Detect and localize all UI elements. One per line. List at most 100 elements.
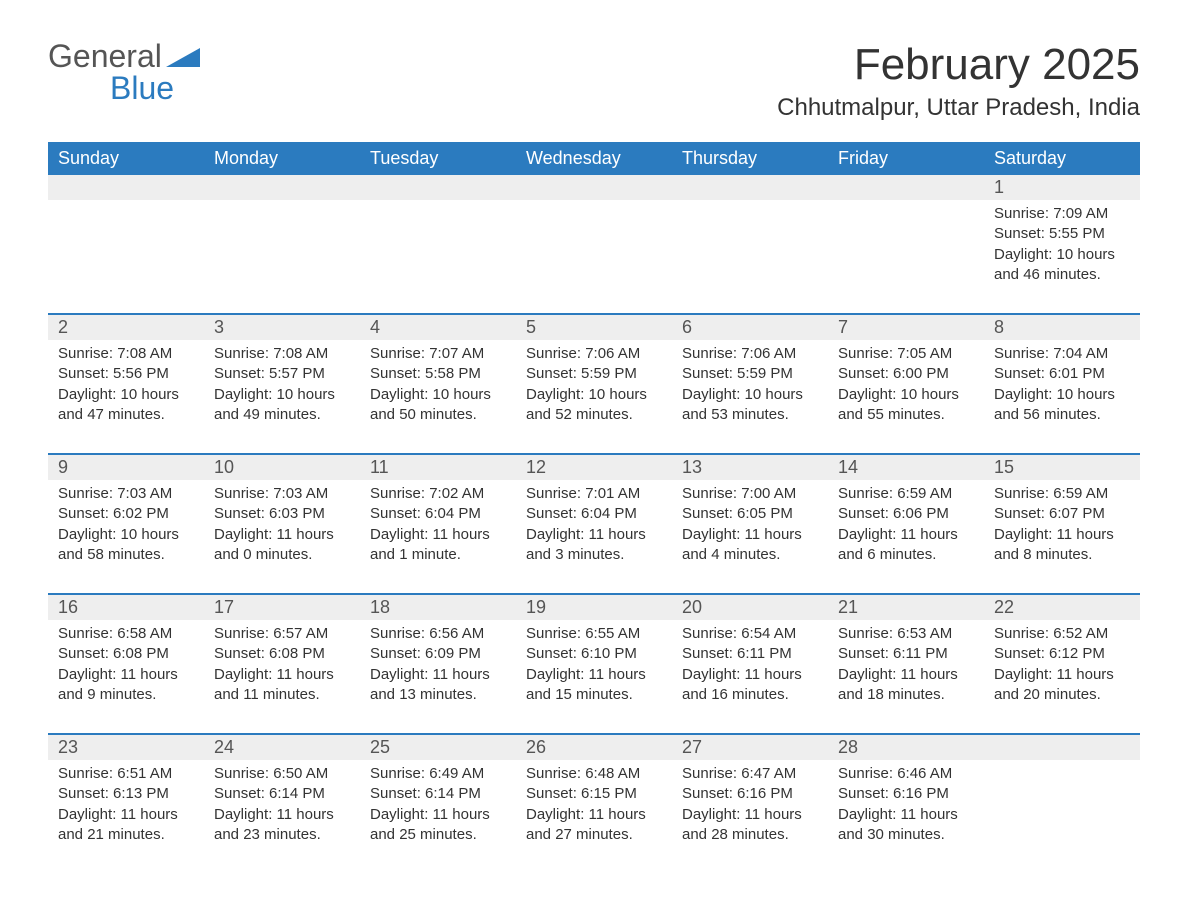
daylight-text: Daylight: 11 hours and 4 minutes.	[682, 525, 818, 566]
sunrise-text: Sunrise: 7:06 AM	[526, 344, 662, 364]
day-number-cell: 14	[828, 455, 984, 480]
day-number-cell: 23	[48, 735, 204, 760]
logo-text-1: General	[48, 40, 162, 72]
sunrise-text: Sunrise: 7:03 AM	[214, 484, 350, 504]
sunrise-text: Sunrise: 6:56 AM	[370, 624, 506, 644]
sunset-text: Sunset: 5:59 PM	[682, 364, 818, 384]
day-number-cell	[204, 175, 360, 200]
sunrise-text: Sunrise: 6:49 AM	[370, 764, 506, 784]
daylight-text: Daylight: 11 hours and 20 minutes.	[994, 665, 1130, 706]
day-detail-cell: Sunrise: 7:01 AMSunset: 6:04 PMDaylight:…	[516, 480, 672, 594]
sunrise-text: Sunrise: 7:04 AM	[994, 344, 1130, 364]
day-detail-cell: Sunrise: 6:59 AMSunset: 6:06 PMDaylight:…	[828, 480, 984, 594]
daylight-text: Daylight: 11 hours and 8 minutes.	[994, 525, 1130, 566]
day-number-cell: 18	[360, 595, 516, 620]
sunrise-text: Sunrise: 6:53 AM	[838, 624, 974, 644]
day-detail-cell	[204, 200, 360, 314]
day-number-cell: 11	[360, 455, 516, 480]
sunset-text: Sunset: 6:01 PM	[994, 364, 1130, 384]
sunset-text: Sunset: 6:00 PM	[838, 364, 974, 384]
sunset-text: Sunset: 6:08 PM	[58, 644, 194, 664]
day-detail-cell: Sunrise: 6:51 AMSunset: 6:13 PMDaylight:…	[48, 760, 204, 873]
daylight-text: Daylight: 10 hours and 58 minutes.	[58, 525, 194, 566]
sunrise-text: Sunrise: 7:09 AM	[994, 204, 1130, 224]
daylight-text: Daylight: 11 hours and 27 minutes.	[526, 805, 662, 846]
day-detail-cell: Sunrise: 6:57 AMSunset: 6:08 PMDaylight:…	[204, 620, 360, 734]
sunset-text: Sunset: 6:14 PM	[214, 784, 350, 804]
sunrise-text: Sunrise: 6:50 AM	[214, 764, 350, 784]
sunset-text: Sunset: 5:59 PM	[526, 364, 662, 384]
day-number-cell: 3	[204, 315, 360, 340]
day-number-cell: 28	[828, 735, 984, 760]
daylight-text: Daylight: 11 hours and 30 minutes.	[838, 805, 974, 846]
sunset-text: Sunset: 5:58 PM	[370, 364, 506, 384]
day-detail-cell: Sunrise: 7:04 AMSunset: 6:01 PMDaylight:…	[984, 340, 1140, 454]
day-header: Thursday	[672, 142, 828, 175]
daylight-text: Daylight: 11 hours and 16 minutes.	[682, 665, 818, 706]
day-number-cell: 8	[984, 315, 1140, 340]
sunrise-text: Sunrise: 6:59 AM	[838, 484, 974, 504]
day-number-cell: 25	[360, 735, 516, 760]
day-detail-row: Sunrise: 6:58 AMSunset: 6:08 PMDaylight:…	[48, 620, 1140, 734]
day-number-cell: 22	[984, 595, 1140, 620]
sunrise-text: Sunrise: 7:08 AM	[58, 344, 194, 364]
day-number-cell: 17	[204, 595, 360, 620]
day-detail-cell: Sunrise: 7:02 AMSunset: 6:04 PMDaylight:…	[360, 480, 516, 594]
day-number-cell	[984, 735, 1140, 760]
day-number-cell: 4	[360, 315, 516, 340]
sunset-text: Sunset: 6:04 PM	[370, 504, 506, 524]
day-detail-cell: Sunrise: 6:52 AMSunset: 6:12 PMDaylight:…	[984, 620, 1140, 734]
daylight-text: Daylight: 11 hours and 3 minutes.	[526, 525, 662, 566]
day-number-row: 232425262728	[48, 735, 1140, 760]
daylight-text: Daylight: 11 hours and 21 minutes.	[58, 805, 194, 846]
sunrise-text: Sunrise: 6:54 AM	[682, 624, 818, 644]
sunrise-text: Sunrise: 6:51 AM	[58, 764, 194, 784]
daylight-text: Daylight: 10 hours and 55 minutes.	[838, 385, 974, 426]
calendar-table: Sunday Monday Tuesday Wednesday Thursday…	[48, 142, 1140, 873]
day-number-row: 16171819202122	[48, 595, 1140, 620]
month-title: February 2025	[777, 40, 1140, 90]
day-number-cell: 2	[48, 315, 204, 340]
day-number-row: 9101112131415	[48, 455, 1140, 480]
day-number-cell	[672, 175, 828, 200]
day-detail-cell: Sunrise: 6:48 AMSunset: 6:15 PMDaylight:…	[516, 760, 672, 873]
daylight-text: Daylight: 10 hours and 46 minutes.	[994, 245, 1130, 286]
sunset-text: Sunset: 6:08 PM	[214, 644, 350, 664]
day-detail-cell: Sunrise: 6:55 AMSunset: 6:10 PMDaylight:…	[516, 620, 672, 734]
sunset-text: Sunset: 6:13 PM	[58, 784, 194, 804]
sunrise-text: Sunrise: 7:02 AM	[370, 484, 506, 504]
day-detail-cell	[828, 200, 984, 314]
sunrise-text: Sunrise: 6:48 AM	[526, 764, 662, 784]
daylight-text: Daylight: 11 hours and 11 minutes.	[214, 665, 350, 706]
daylight-text: Daylight: 10 hours and 50 minutes.	[370, 385, 506, 426]
day-number-cell	[360, 175, 516, 200]
day-number-cell: 26	[516, 735, 672, 760]
sunset-text: Sunset: 5:55 PM	[994, 224, 1130, 244]
day-detail-cell: Sunrise: 7:07 AMSunset: 5:58 PMDaylight:…	[360, 340, 516, 454]
sunset-text: Sunset: 6:11 PM	[682, 644, 818, 664]
sunset-text: Sunset: 6:12 PM	[994, 644, 1130, 664]
day-detail-cell: Sunrise: 6:53 AMSunset: 6:11 PMDaylight:…	[828, 620, 984, 734]
day-detail-cell	[360, 200, 516, 314]
day-header: Saturday	[984, 142, 1140, 175]
daylight-text: Daylight: 11 hours and 6 minutes.	[838, 525, 974, 566]
day-number-row: 1	[48, 175, 1140, 200]
sunrise-text: Sunrise: 6:59 AM	[994, 484, 1130, 504]
sunrise-text: Sunrise: 7:07 AM	[370, 344, 506, 364]
day-number-cell: 13	[672, 455, 828, 480]
sunrise-text: Sunrise: 6:58 AM	[58, 624, 194, 644]
location-title: Chhutmalpur, Uttar Pradesh, India	[777, 94, 1140, 122]
day-detail-cell: Sunrise: 6:50 AMSunset: 6:14 PMDaylight:…	[204, 760, 360, 873]
day-detail-cell	[984, 760, 1140, 873]
sunset-text: Sunset: 6:15 PM	[526, 784, 662, 804]
day-detail-row: Sunrise: 7:03 AMSunset: 6:02 PMDaylight:…	[48, 480, 1140, 594]
day-number-cell: 9	[48, 455, 204, 480]
day-number-cell: 12	[516, 455, 672, 480]
sunrise-text: Sunrise: 7:01 AM	[526, 484, 662, 504]
sunset-text: Sunset: 6:07 PM	[994, 504, 1130, 524]
sunset-text: Sunset: 5:57 PM	[214, 364, 350, 384]
day-detail-cell: Sunrise: 6:58 AMSunset: 6:08 PMDaylight:…	[48, 620, 204, 734]
day-detail-cell: Sunrise: 7:03 AMSunset: 6:02 PMDaylight:…	[48, 480, 204, 594]
logo-text-2: Blue	[48, 72, 200, 104]
sunrise-text: Sunrise: 7:06 AM	[682, 344, 818, 364]
